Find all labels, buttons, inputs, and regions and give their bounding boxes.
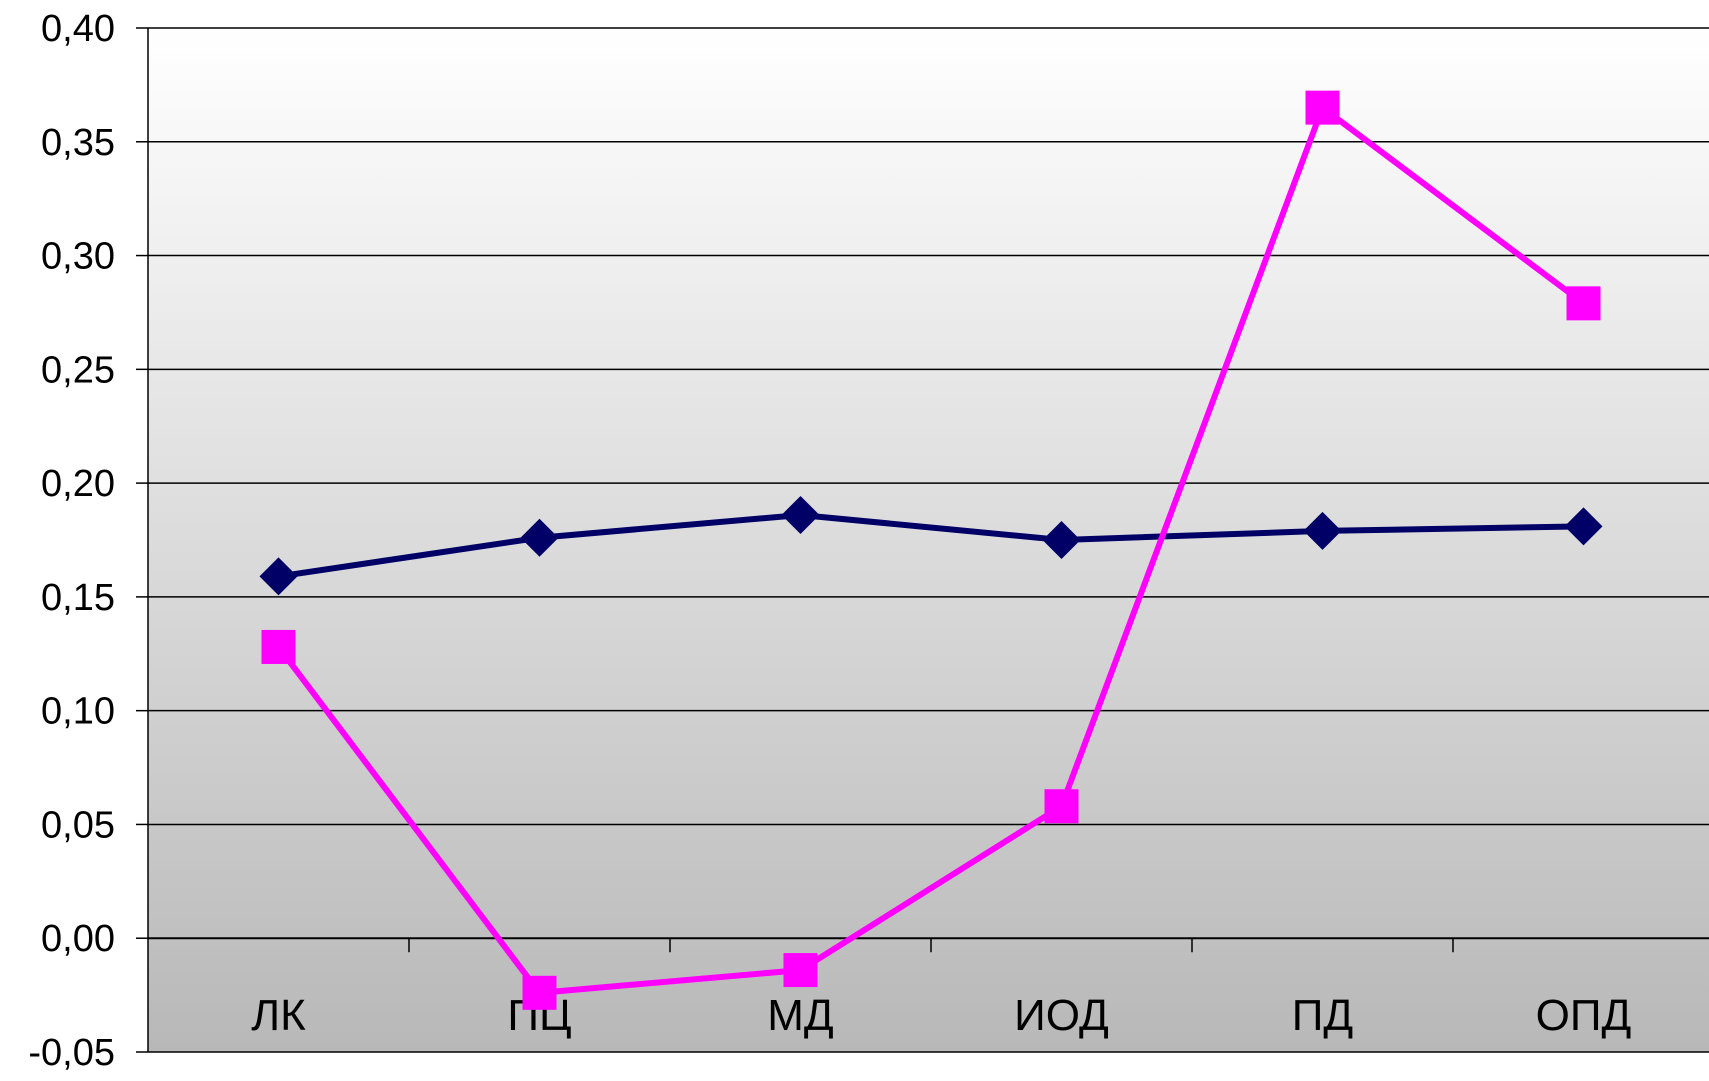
series-2-point: [1305, 90, 1340, 125]
x-tick-label: ИОД: [1014, 991, 1109, 1040]
y-tick-label: 0,00: [41, 918, 115, 960]
y-tick-label: -0,05: [28, 1032, 115, 1074]
x-tick-label: ОПД: [1536, 991, 1632, 1040]
series-2-point: [1566, 286, 1601, 321]
series-1-point: [520, 518, 559, 557]
y-tick-labels: -0,05 0,00 0,05 0,10 0,15 0,20 0,25 0,30 0,35 0,4…: [28, 8, 115, 1074]
series-2-point: [522, 975, 557, 1010]
y-tick-label: 0,05: [41, 804, 115, 846]
axes: [136, 27, 1709, 1053]
series-2-point: [783, 953, 818, 988]
x-tick-labels: ЛК ПЦ МД ИОД ПД ОПД: [251, 991, 1631, 1040]
y-tick-label: 0,15: [41, 577, 115, 619]
x-tick-label: МД: [767, 991, 833, 1040]
y-tick-label: 0,10: [41, 691, 115, 733]
x-tick-label: ЛК: [251, 991, 306, 1040]
series-2-point: [1044, 789, 1079, 824]
series-1-point: [1564, 507, 1603, 546]
series-group: [259, 90, 1603, 1010]
series-1-point: [259, 557, 298, 596]
y-tick-label: 0,25: [41, 349, 115, 391]
series-2-line: [276, 104, 1586, 996]
series-1-point: [1042, 521, 1081, 559]
x-tick-label: ПД: [1292, 991, 1353, 1040]
series-2-point: [261, 629, 296, 664]
plot-area: [148, 28, 1709, 1052]
series-1-point: [781, 495, 820, 534]
y-tick-label: 0,20: [41, 463, 115, 505]
y-tick-label: 0,35: [41, 122, 115, 164]
y-tick-label: 0,30: [41, 236, 115, 278]
series-1-line: [278, 511, 1584, 580]
series-1-point: [1303, 511, 1342, 550]
y-tick-label: 0,40: [41, 8, 115, 50]
